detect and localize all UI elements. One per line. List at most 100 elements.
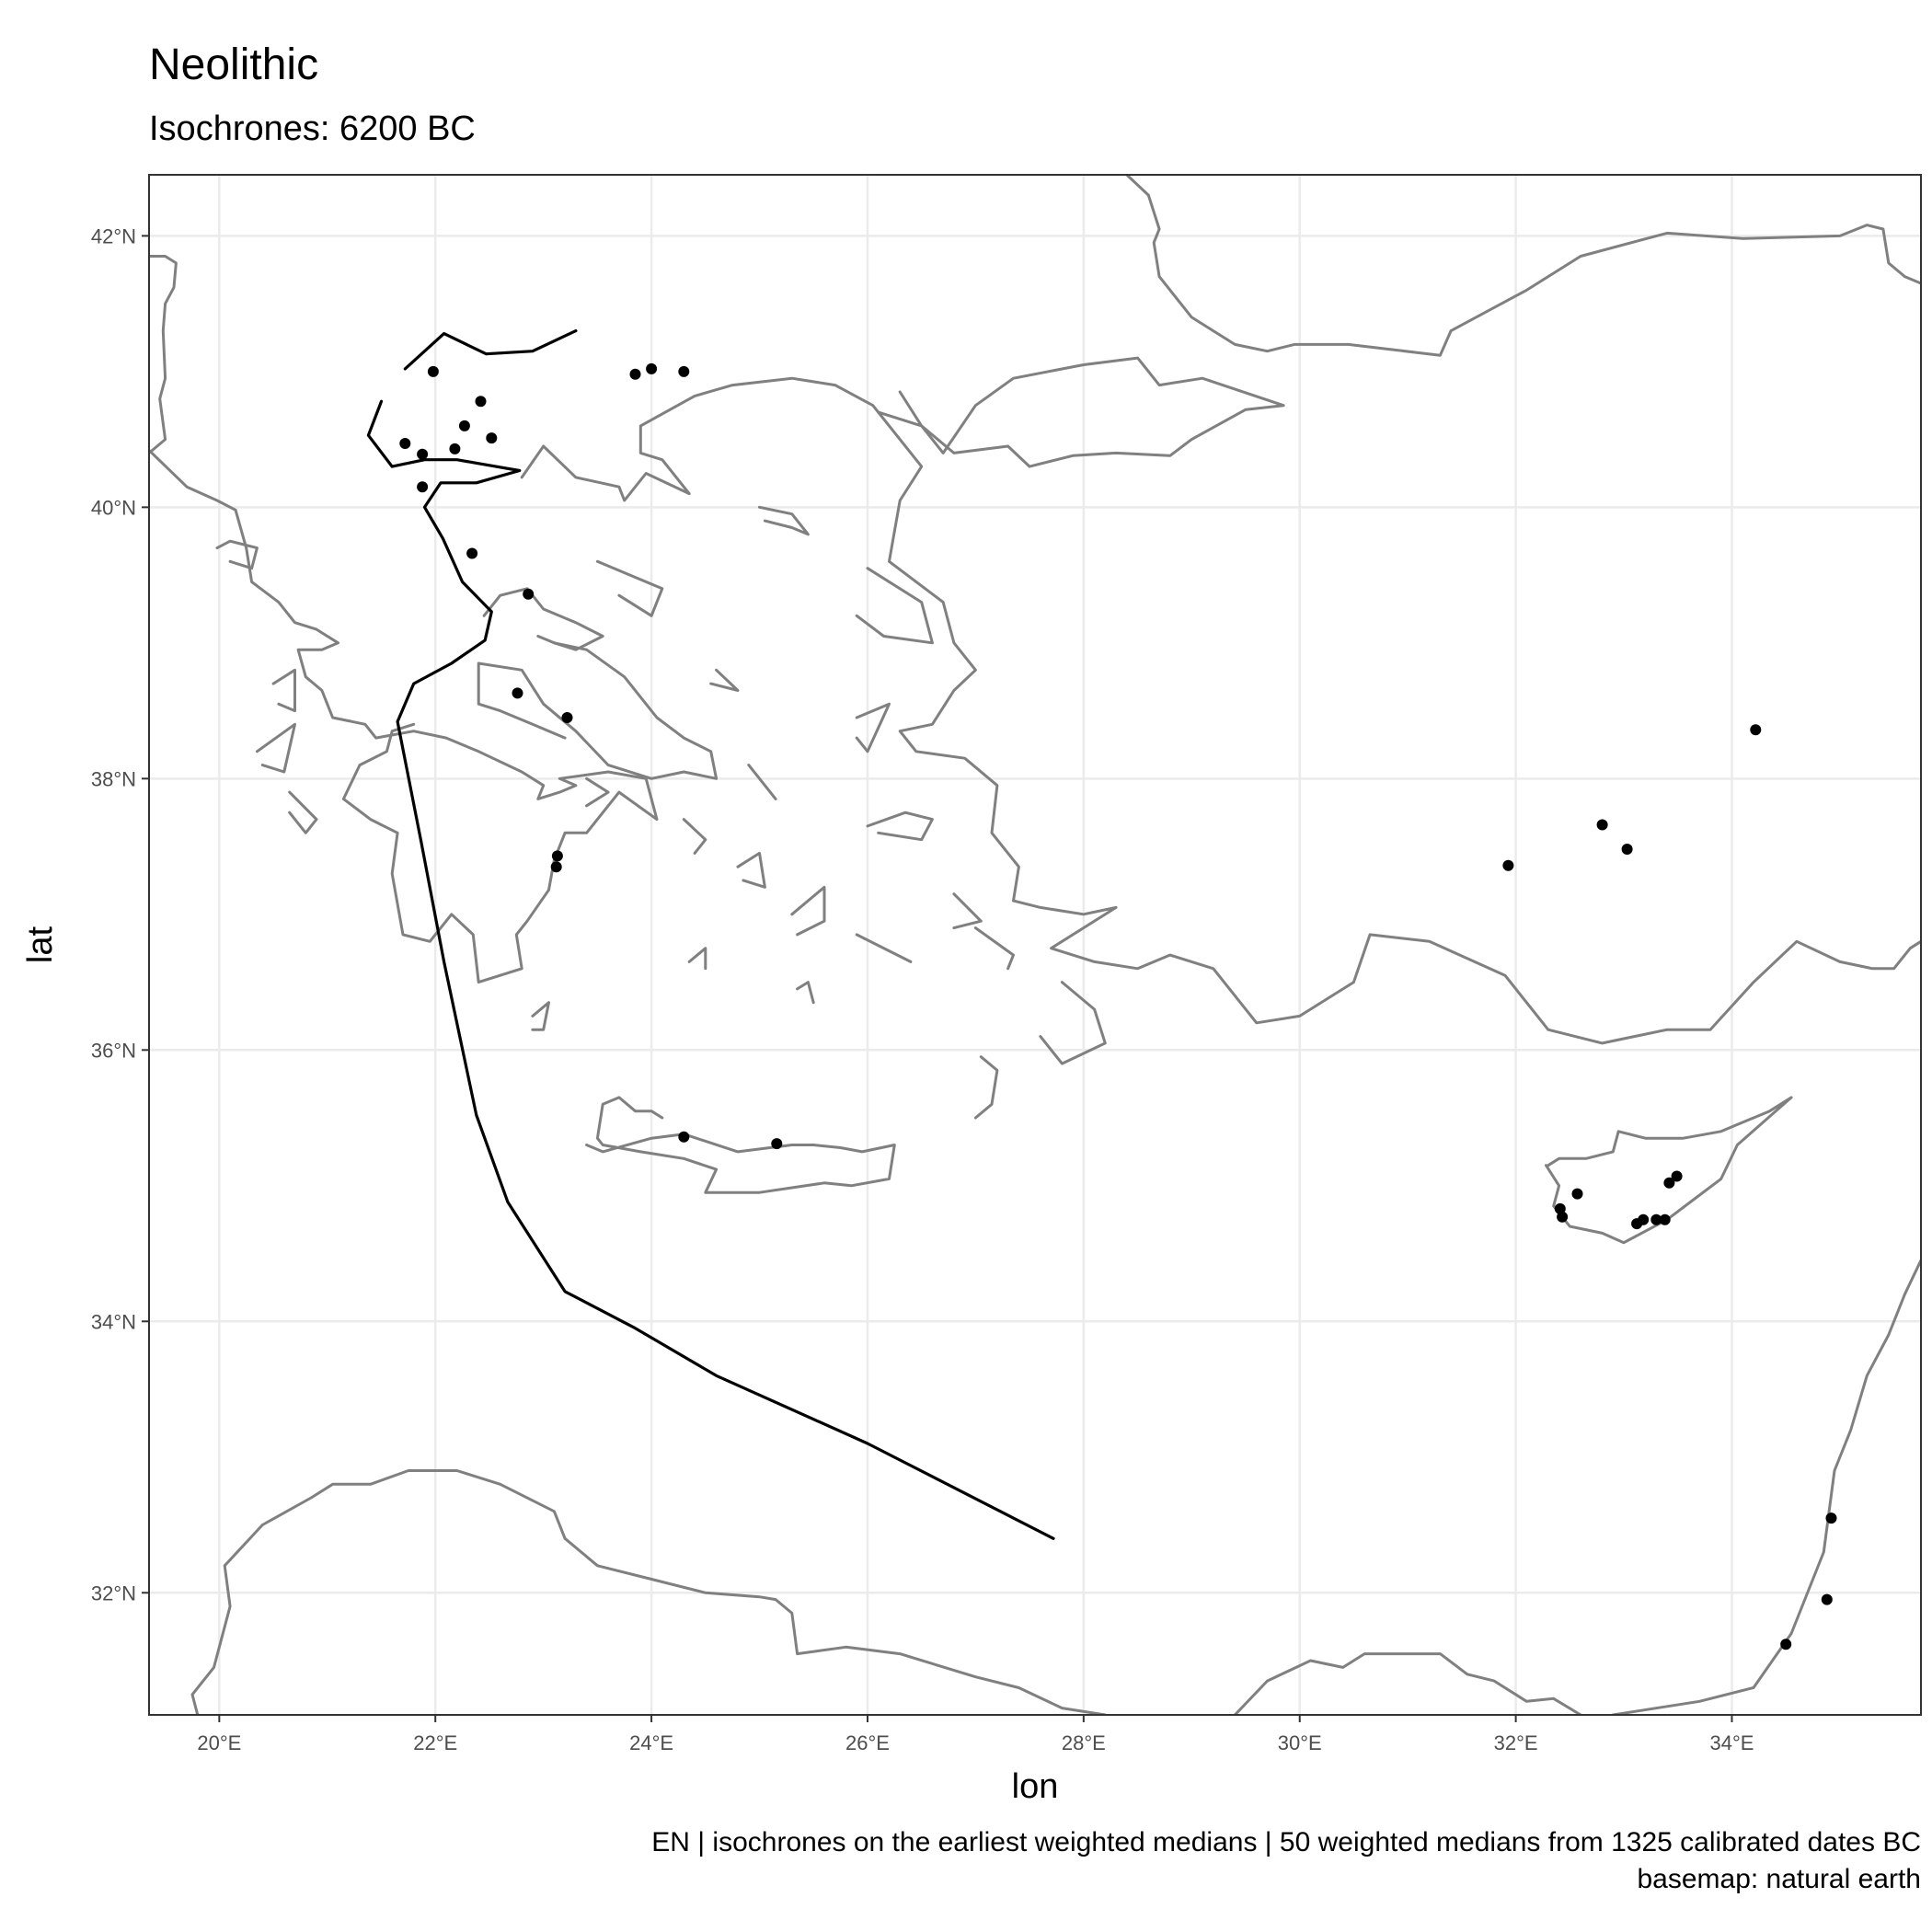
site-point <box>458 420 470 431</box>
x-tick-label: 20°E <box>197 1731 241 1754</box>
map-subtitle: Isochrones: 6200 BC <box>149 109 476 148</box>
coastline <box>531 1001 550 1031</box>
coastline <box>477 635 719 780</box>
site-point <box>399 438 411 449</box>
site-point <box>417 448 429 460</box>
coastline <box>855 567 934 645</box>
site-point <box>417 481 429 493</box>
coastline <box>687 947 707 971</box>
y-tick-label: 36°N <box>91 1039 136 1062</box>
site-point <box>523 588 535 600</box>
x-tick-label: 34°E <box>1710 1731 1754 1754</box>
coastline <box>520 376 1921 1045</box>
coastline <box>796 981 815 1005</box>
coastline <box>973 926 1015 971</box>
site-point <box>551 850 563 862</box>
map-title: Neolithic <box>149 40 318 89</box>
site-point <box>561 712 573 723</box>
graticule <box>149 175 1921 1715</box>
site-point <box>1596 819 1608 831</box>
caption-line-1: EN | isochrones on the earliest weighted… <box>651 1827 1921 1857</box>
coastline <box>482 587 604 651</box>
coastlines <box>149 175 1921 1715</box>
coastline <box>288 790 318 834</box>
isochrone-line <box>366 399 1055 1540</box>
coastline <box>149 255 178 454</box>
site-point <box>1825 1512 1837 1524</box>
site-points <box>399 362 1837 1650</box>
site-point <box>1671 1170 1683 1182</box>
isochrone-lines <box>366 329 1055 1540</box>
site-point <box>1557 1211 1569 1223</box>
site-point <box>512 687 523 699</box>
y-axis-ticks: 32°N 34°N 36°N 38°N 40°N 42°N <box>91 224 149 1604</box>
site-point <box>1502 859 1514 871</box>
coastline <box>877 356 1285 468</box>
caption-line-2: basemap: natural earth <box>1637 1864 1921 1894</box>
y-tick-label: 32°N <box>91 1581 136 1604</box>
coastline <box>758 505 810 536</box>
coastline <box>709 668 740 692</box>
site-point <box>1638 1213 1650 1225</box>
coastline <box>149 448 659 984</box>
coastline <box>790 885 826 937</box>
coastline <box>855 702 891 753</box>
y-tick-label: 42°N <box>91 224 136 247</box>
coastline <box>866 811 934 842</box>
coastline <box>973 1055 999 1120</box>
coastline <box>1233 1652 1582 1715</box>
panel-background <box>149 175 1921 1715</box>
x-tick-label: 30°E <box>1278 1731 1322 1754</box>
coastline <box>1125 175 1921 357</box>
site-point <box>427 365 439 377</box>
x-axis-ticks: 20°E 22°E 24°E 26°E 28°E 30°E 32°E 34°E <box>197 1715 1754 1754</box>
coastline <box>682 818 707 855</box>
coastline <box>1611 1259 1921 1715</box>
x-tick-label: 32°E <box>1494 1731 1538 1754</box>
isochrone-line <box>403 329 578 371</box>
coastline <box>255 722 296 774</box>
coastline <box>271 668 296 713</box>
site-point <box>1821 1593 1833 1605</box>
site-point <box>1650 1213 1662 1225</box>
site-point <box>466 547 478 559</box>
coastline <box>585 776 610 808</box>
coastline <box>190 1469 1107 1715</box>
site-point <box>678 1131 690 1143</box>
site-point <box>1663 1177 1675 1189</box>
coastline <box>1545 1096 1793 1245</box>
y-tick-label: 38°N <box>91 767 136 790</box>
x-tick-label: 28°E <box>1062 1731 1106 1754</box>
site-point <box>486 432 498 444</box>
coastline <box>952 892 983 930</box>
site-point <box>550 861 562 873</box>
coastline <box>595 559 664 617</box>
site-point <box>1659 1213 1671 1225</box>
map-panel <box>148 174 1922 1716</box>
coastline <box>585 1096 896 1194</box>
x-tick-label: 26°E <box>845 1731 890 1754</box>
site-point <box>771 1138 783 1150</box>
site-point <box>1750 724 1762 736</box>
site-point <box>678 365 690 377</box>
y-tick-label: 34°N <box>91 1310 136 1333</box>
site-point <box>1571 1188 1583 1200</box>
y-axis-title: lat <box>21 926 60 963</box>
coastline <box>215 539 259 570</box>
site-point <box>629 368 641 380</box>
coastline <box>1039 981 1107 1065</box>
site-point <box>475 396 487 408</box>
coastline <box>736 851 766 889</box>
x-tick-label: 24°E <box>629 1731 673 1754</box>
site-point <box>1780 1639 1792 1650</box>
y-tick-label: 40°N <box>91 496 136 519</box>
x-tick-label: 22°E <box>413 1731 457 1754</box>
coastline <box>855 933 913 963</box>
coastline <box>747 764 777 800</box>
site-point <box>449 443 461 454</box>
panel-border <box>148 174 1922 1716</box>
site-point <box>646 362 658 374</box>
x-axis-title: lon <box>1012 1767 1059 1806</box>
site-point <box>1621 844 1633 855</box>
